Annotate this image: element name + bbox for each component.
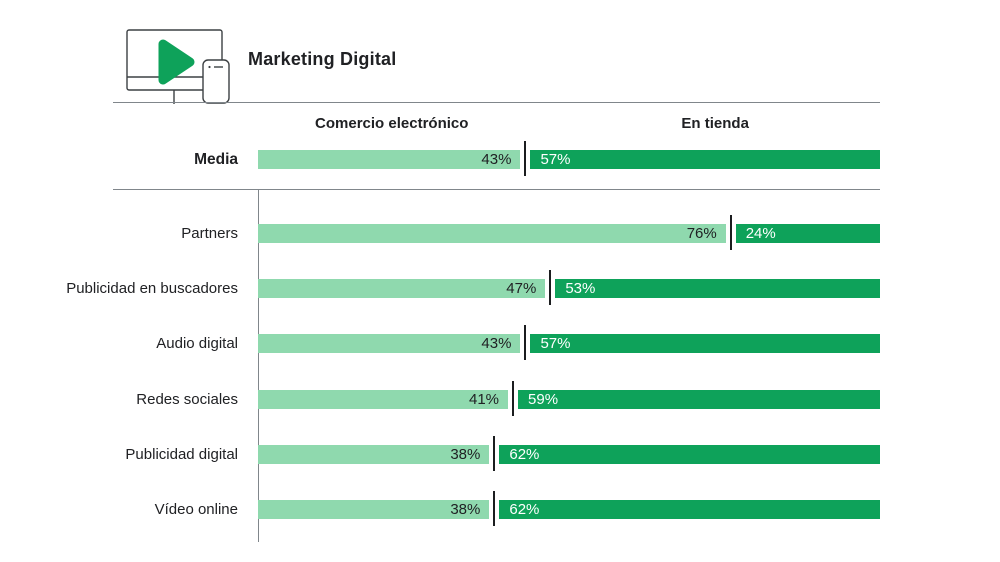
ecommerce-value-label: 41% (468, 391, 500, 408)
ecommerce-value-label: 38% (450, 446, 481, 463)
category-stacked-bar: 76% 24% (258, 215, 880, 250)
summary-row-label: Media (194, 151, 238, 168)
devices-video-play-icon (126, 29, 230, 104)
segment-divider-tick (493, 491, 496, 526)
phone-icon (202, 59, 230, 104)
segment-divider-tick (729, 215, 732, 250)
store-value-label: 62% (509, 446, 540, 463)
category-row: Partners 76% 24% (0, 215, 1000, 250)
category-stacked-bar: 38% 62% (258, 491, 880, 526)
ecommerce-value-label: 47% (506, 280, 537, 297)
ecommerce-segment: 41% (258, 390, 509, 409)
ecommerce-segment: 43% (258, 150, 521, 169)
store-segment: 59% (518, 390, 880, 409)
category-row: Publicidad en buscadores 47% 53% (0, 270, 1000, 305)
category-label: Publicidad en buscadores (66, 280, 238, 297)
store-segment: 24% (735, 224, 880, 243)
header-divider-line (113, 102, 880, 103)
column-header-ecommerce: Comercio electrónico (315, 115, 469, 132)
summary-stacked-bar: 43% 57% (258, 141, 880, 176)
store-value-label: 24% (745, 225, 776, 242)
category-stacked-bar: 47% 53% (258, 270, 880, 305)
category-label: Redes sociales (136, 391, 238, 408)
store-value-label: 57% (540, 335, 571, 352)
store-value-label: 57% (540, 151, 571, 168)
category-row: Vídeo online 38% 62% (0, 491, 1000, 526)
column-header-store: En tienda (681, 115, 749, 132)
ecommerce-value-label: 76% (686, 225, 717, 242)
store-segment: 62% (499, 500, 880, 519)
store-value-label: 59% (528, 391, 559, 408)
ecommerce-value-label: 43% (481, 151, 512, 168)
column-headers: Comercio electrónico En tienda (258, 115, 880, 133)
category-stacked-bar: 43% 57% (258, 325, 880, 360)
ecommerce-segment: 38% (258, 445, 490, 464)
category-label: Vídeo online (154, 501, 238, 518)
category-label: Publicidad digital (125, 446, 238, 463)
category-stacked-bar: 38% 62% (258, 436, 880, 471)
ecommerce-segment: 38% (258, 500, 490, 519)
ecommerce-value-label: 38% (450, 501, 481, 518)
page-title: Marketing Digital (248, 49, 397, 69)
segment-divider-tick (549, 270, 552, 305)
segment-divider-tick (524, 141, 527, 176)
ecommerce-value-label: 43% (481, 335, 512, 352)
category-row: Redes sociales 41% 59% (0, 381, 1000, 416)
category-axis-line (258, 189, 259, 542)
store-segment: 53% (555, 279, 880, 298)
ecommerce-segment: 76% (258, 224, 726, 243)
segment-divider-tick (493, 436, 496, 471)
segment-divider-tick (524, 325, 527, 360)
store-segment: 57% (530, 150, 880, 169)
store-segment: 57% (530, 334, 880, 353)
section-divider-line (113, 189, 880, 190)
store-value-label: 62% (509, 501, 540, 518)
category-label: Audio digital (156, 335, 238, 352)
store-segment: 62% (499, 445, 880, 464)
ecommerce-segment: 43% (258, 334, 521, 353)
segment-divider-tick (512, 381, 515, 416)
category-stacked-bar: 41% 59% (258, 381, 880, 416)
category-label: Partners (181, 225, 238, 242)
category-row: Publicidad digital 38% 62% (0, 436, 1000, 471)
play-icon (158, 39, 195, 85)
store-value-label: 53% (565, 280, 596, 297)
ecommerce-segment: 47% (258, 279, 546, 298)
phone-camera-dot-icon (208, 65, 211, 69)
category-row: Audio digital 43% 57% (0, 325, 1000, 360)
